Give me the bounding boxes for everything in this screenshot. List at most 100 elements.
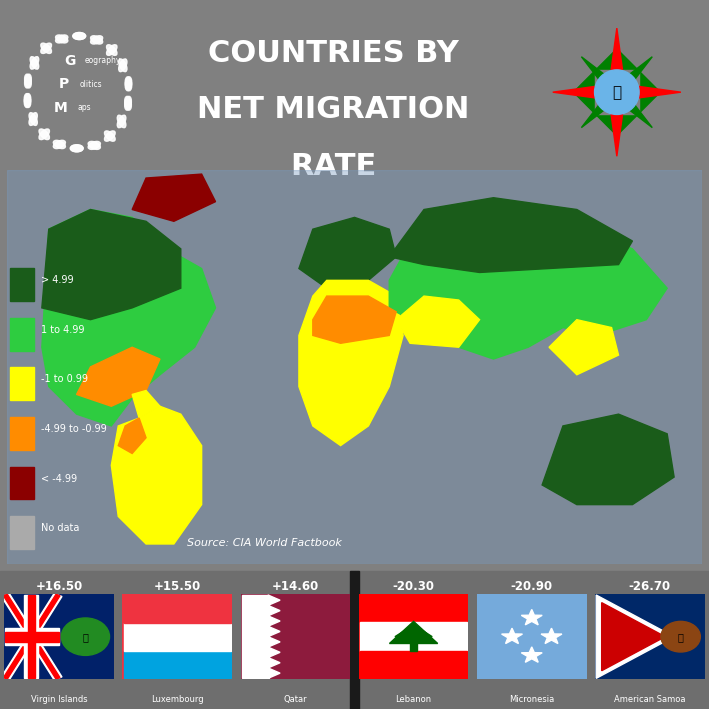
- Polygon shape: [541, 628, 562, 644]
- FancyArrow shape: [4, 594, 60, 679]
- Polygon shape: [313, 296, 396, 343]
- Polygon shape: [389, 198, 632, 272]
- Ellipse shape: [88, 141, 101, 150]
- Text: eography: eography: [85, 57, 121, 65]
- Polygon shape: [608, 95, 625, 156]
- Text: 🦅: 🦅: [678, 632, 683, 642]
- Bar: [123, 651, 231, 679]
- Ellipse shape: [91, 35, 103, 44]
- FancyArrow shape: [1, 593, 62, 680]
- Polygon shape: [132, 174, 216, 221]
- Text: Micronesia: Micronesia: [509, 696, 554, 704]
- Polygon shape: [268, 668, 280, 679]
- Bar: [123, 623, 231, 651]
- Text: +14.60: +14.60: [272, 580, 319, 593]
- Ellipse shape: [29, 113, 38, 125]
- Bar: [473, 571, 591, 709]
- Text: NET MIGRATION: NET MIGRATION: [197, 96, 469, 124]
- Text: > 4.99: > 4.99: [40, 275, 74, 285]
- Polygon shape: [268, 626, 280, 637]
- Text: +16.50: +16.50: [35, 580, 83, 593]
- Polygon shape: [542, 414, 674, 505]
- Polygon shape: [268, 605, 280, 616]
- Bar: [574, 49, 660, 135]
- Ellipse shape: [88, 141, 101, 150]
- Circle shape: [661, 621, 700, 652]
- Bar: [0, 571, 118, 709]
- Text: Lebanon: Lebanon: [396, 696, 432, 704]
- Bar: [354, 571, 473, 709]
- Ellipse shape: [41, 43, 52, 53]
- Ellipse shape: [125, 77, 132, 91]
- FancyBboxPatch shape: [235, 590, 356, 683]
- Text: olitics: olitics: [79, 80, 102, 89]
- Polygon shape: [299, 218, 396, 289]
- Bar: [6, 628, 59, 645]
- Polygon shape: [299, 280, 403, 446]
- Text: -26.70: -26.70: [629, 580, 671, 593]
- Ellipse shape: [73, 33, 86, 40]
- Text: -4.99 to -0.99: -4.99 to -0.99: [40, 424, 106, 434]
- Polygon shape: [268, 657, 280, 668]
- Text: No data: No data: [40, 523, 79, 533]
- Ellipse shape: [125, 96, 131, 110]
- Text: +15.50: +15.50: [154, 580, 201, 593]
- Bar: [360, 623, 467, 651]
- Bar: [24, 595, 38, 679]
- Polygon shape: [42, 210, 181, 320]
- Bar: [236, 571, 354, 709]
- Ellipse shape: [125, 96, 131, 110]
- Text: G: G: [64, 54, 75, 68]
- Polygon shape: [602, 603, 665, 671]
- Bar: [10, 467, 34, 499]
- Ellipse shape: [73, 33, 86, 40]
- Ellipse shape: [39, 129, 50, 140]
- Text: 1 to 4.99: 1 to 4.99: [40, 325, 84, 335]
- Polygon shape: [501, 628, 523, 644]
- Bar: [10, 516, 34, 549]
- Bar: [10, 268, 34, 301]
- Bar: [10, 318, 34, 350]
- Text: Source: CIA World Factbook: Source: CIA World Factbook: [186, 538, 342, 548]
- Text: Qatar: Qatar: [284, 696, 307, 704]
- Bar: [272, 595, 349, 679]
- Text: M: M: [54, 101, 68, 115]
- Polygon shape: [118, 418, 146, 454]
- Bar: [350, 571, 359, 709]
- Bar: [242, 595, 269, 679]
- Text: P: P: [59, 77, 69, 91]
- Circle shape: [595, 70, 639, 114]
- Polygon shape: [132, 391, 160, 418]
- Ellipse shape: [53, 140, 65, 149]
- Ellipse shape: [25, 74, 31, 88]
- Bar: [28, 595, 35, 679]
- Bar: [123, 595, 231, 623]
- Polygon shape: [111, 406, 201, 544]
- Text: -1 to 0.99: -1 to 0.99: [40, 374, 88, 384]
- Text: -20.90: -20.90: [510, 580, 553, 593]
- Bar: [360, 595, 467, 623]
- FancyBboxPatch shape: [590, 590, 709, 683]
- Polygon shape: [521, 610, 542, 625]
- Ellipse shape: [70, 145, 83, 152]
- Polygon shape: [615, 57, 652, 94]
- Circle shape: [61, 618, 109, 655]
- Polygon shape: [77, 347, 160, 406]
- Ellipse shape: [29, 113, 38, 125]
- Ellipse shape: [117, 115, 126, 128]
- Polygon shape: [268, 616, 280, 626]
- Polygon shape: [581, 90, 619, 128]
- FancyArrow shape: [1, 593, 62, 680]
- Text: Luxembourg: Luxembourg: [151, 696, 203, 704]
- Ellipse shape: [55, 35, 68, 43]
- Ellipse shape: [25, 74, 31, 88]
- Ellipse shape: [39, 129, 50, 140]
- FancyBboxPatch shape: [0, 590, 119, 683]
- Ellipse shape: [91, 35, 103, 44]
- Ellipse shape: [118, 59, 127, 72]
- Bar: [274, 595, 349, 679]
- Polygon shape: [389, 201, 667, 359]
- Text: 🌿: 🌿: [82, 632, 89, 642]
- Text: 🌍: 🌍: [613, 84, 621, 100]
- Polygon shape: [268, 595, 280, 605]
